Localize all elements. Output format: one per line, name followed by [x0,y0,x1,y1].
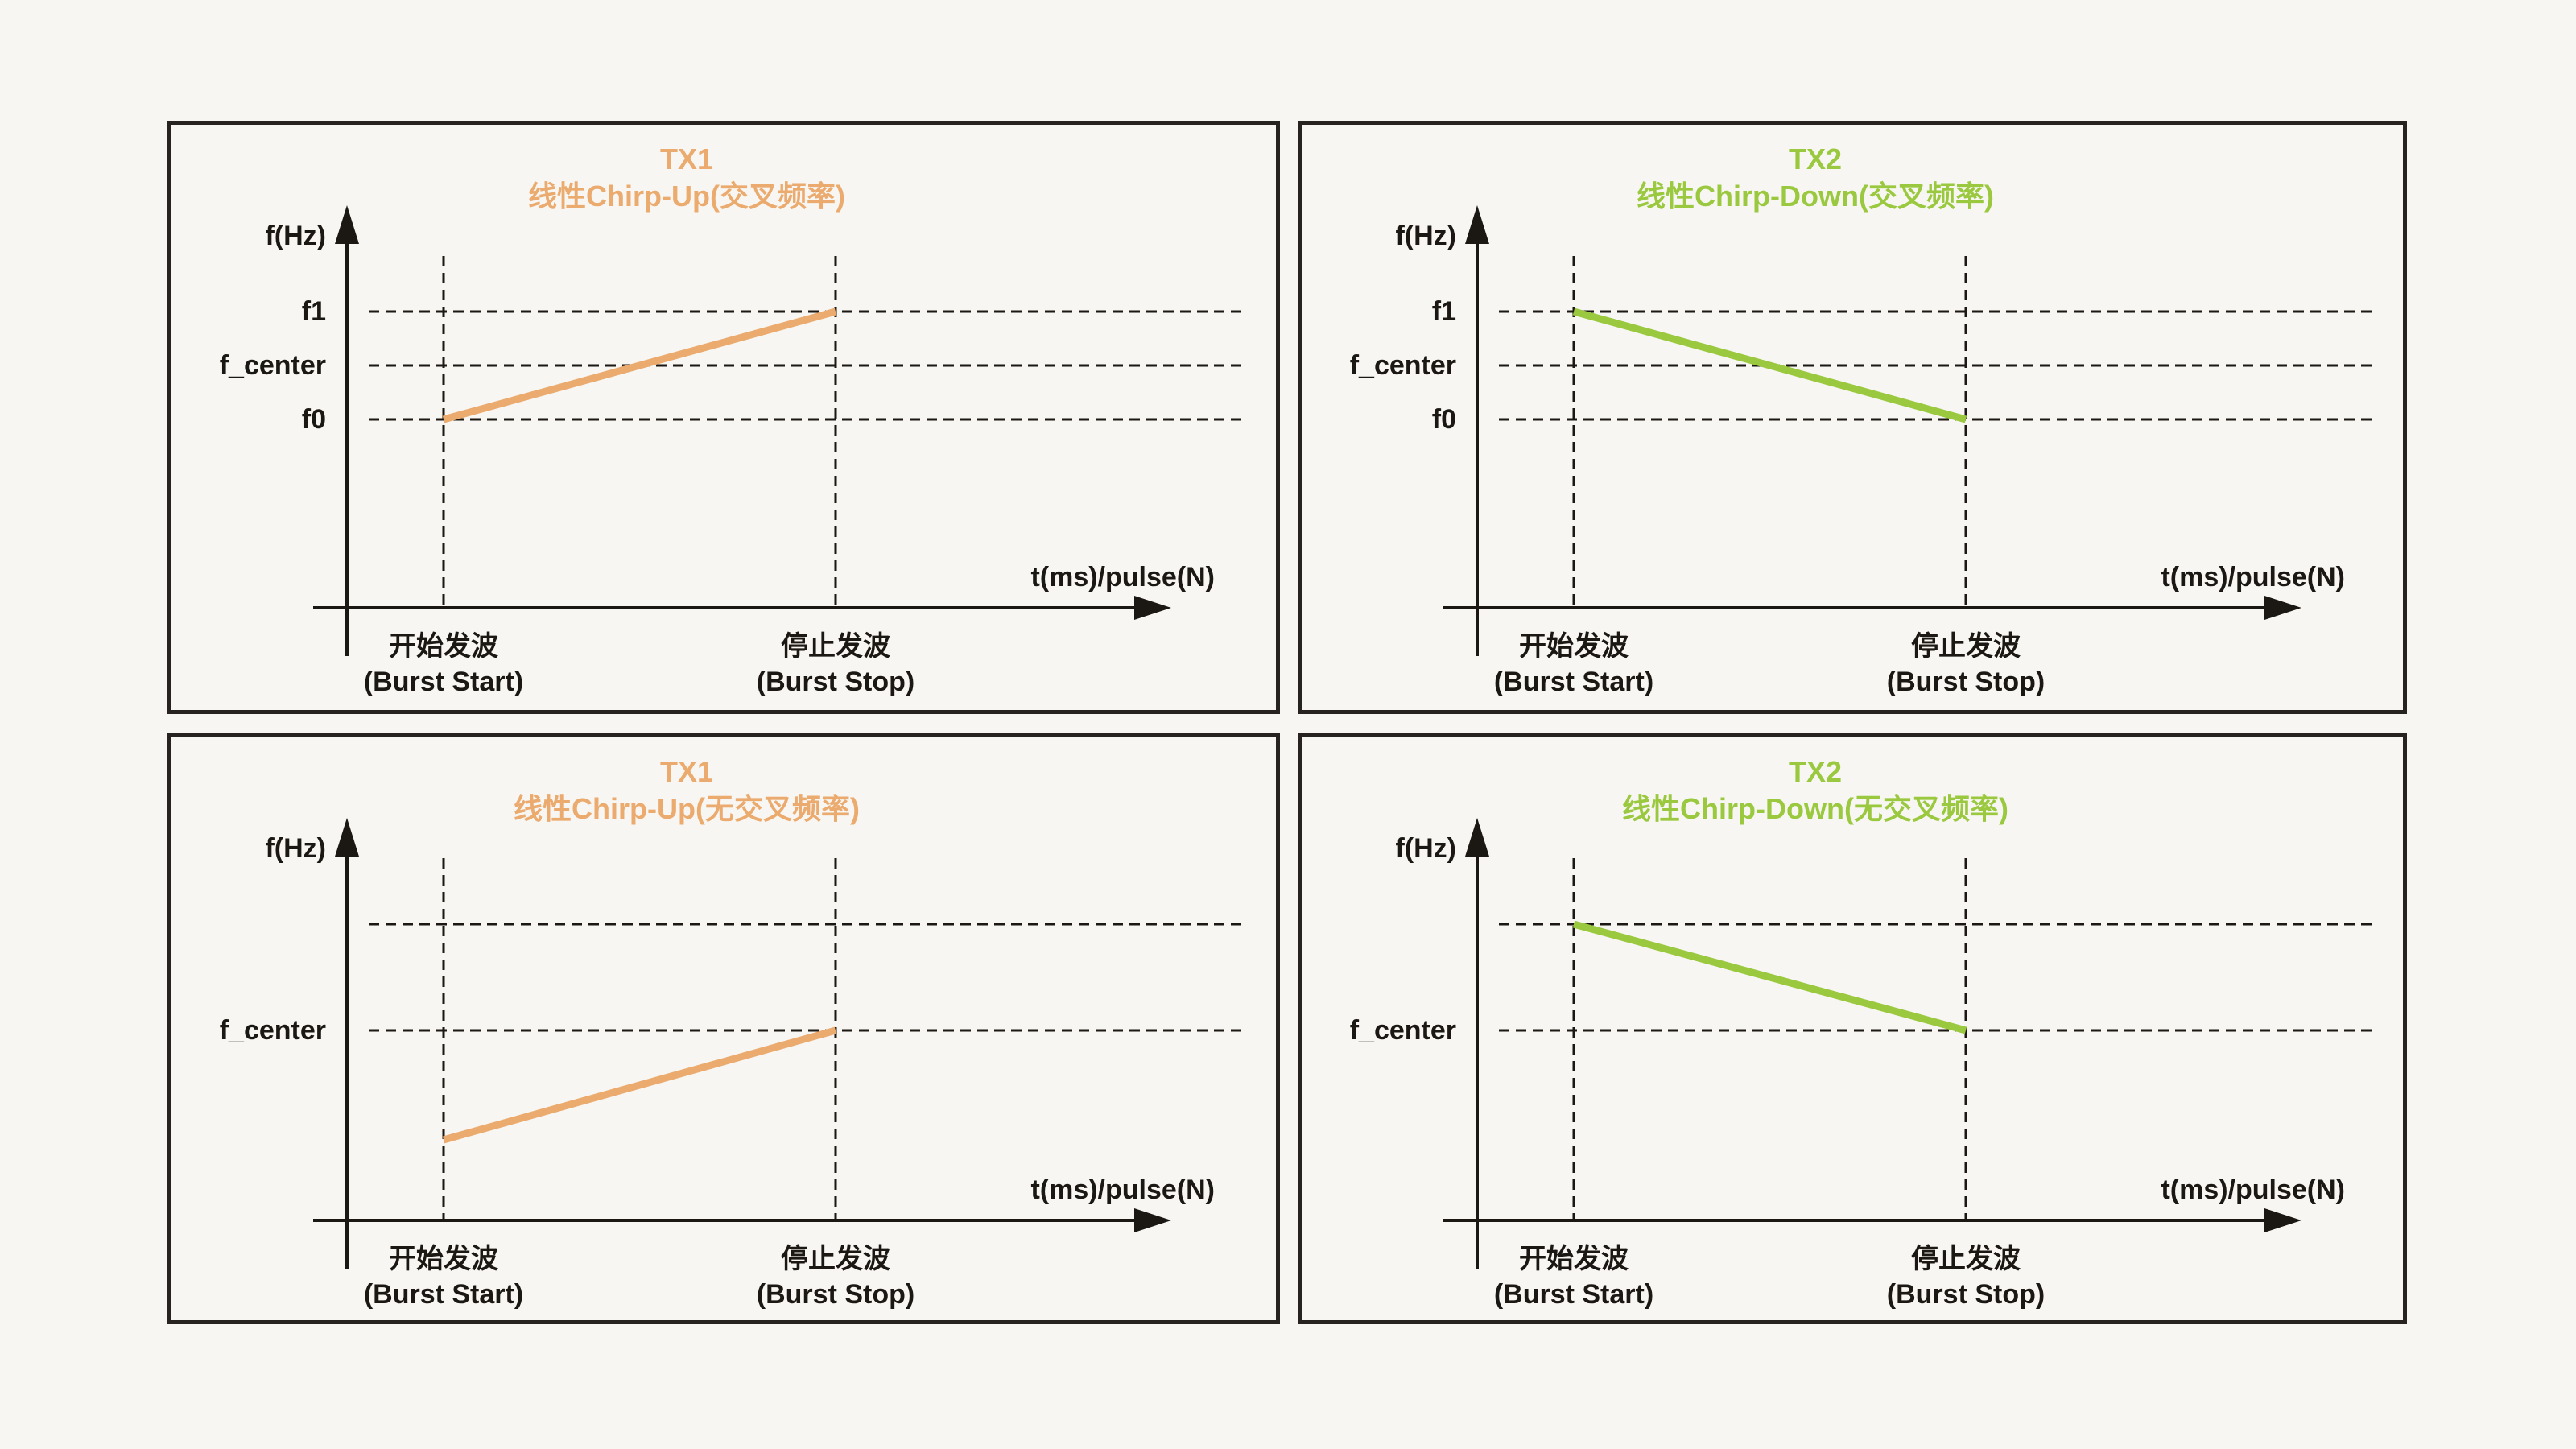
x-tick-burst-stop-en: (Burst Stop) [1886,667,2046,697]
chirp-line [1572,308,1967,423]
x-tick-burst-start-zh: 开始发波 [1519,631,1629,662]
x-tick-burst-start-zh: 开始发波 [389,631,498,662]
x-tick-burst-start-zh: 开始发波 [389,1244,498,1274]
x-tick-burst-stop-zh: 停止发波 [1911,631,2021,662]
x-tick-burst-start: 开始发波 (Burst Start) [1413,1241,1735,1312]
y-tick-label-f1: f1 [301,296,326,327]
panel-title-line2: 线性Chirp-Up(交叉频率) [528,180,845,213]
y-tick-label-f0: f0 [301,404,326,435]
y-tick-label-f_center: f_center [1349,1015,1456,1046]
chirp-plot [1443,205,2373,656]
x-tick-burst-start-en: (Burst Start) [1493,1279,1654,1310]
x-axis-arrow [1134,1208,1171,1232]
x-tick-burst-stop-en: (Burst Stop) [756,667,915,697]
x-tick-burst-start: 开始发波 (Burst Start) [283,629,605,700]
y-tick-label-f1: f1 [1431,296,1456,327]
panel-title-line1: TX2 [1788,755,1843,788]
x-tick-burst-start-en: (Burst Start) [363,1279,524,1310]
chirp-line [442,308,837,423]
x-axis-arrow [2264,596,2301,620]
x-tick-burst-stop-en: (Burst Stop) [1886,1279,2046,1310]
x-tick-burst-stop: 停止发波 (Burst Stop) [1805,629,2127,700]
x-axis-label: t(ms)/pulse(N) [2161,1174,2345,1205]
y-axis-label: f(Hz) [1395,833,1456,864]
panel-title: TX1 线性Chirp-Up(无交叉频率) [171,753,1276,828]
x-tick-burst-stop: 停止发波 (Burst Stop) [675,1241,997,1312]
x-tick-burst-start: 开始发波 (Burst Start) [283,1241,605,1312]
panel-title-line1: TX2 [1788,142,1843,175]
y-axis-label: f(Hz) [265,221,326,251]
y-tick-label-f0: f0 [1431,404,1456,435]
y-tick-label-f_center: f_center [219,350,326,381]
panel-title: TX2 线性Chirp-Down(交叉频率) [1302,141,2403,215]
panel-title: TX2 线性Chirp-Down(无交叉频率) [1302,753,2403,828]
chirp-plot [313,205,1243,656]
x-tick-burst-stop: 停止发波 (Burst Stop) [1805,1241,2127,1312]
panel-tx1-chirp-up-noncrossed: TX1 线性Chirp-Up(无交叉频率) f(Hz) t(ms)/pulse(… [167,733,1280,1324]
x-axis-arrow [1134,596,1171,620]
x-axis-label: t(ms)/pulse(N) [1030,1174,1215,1205]
chirp-plot [313,818,1243,1269]
panel-tx2-chirp-down-noncrossed: TX2 线性Chirp-Down(无交叉频率) f(Hz) t(ms)/puls… [1298,733,2407,1324]
panel-title-line2: 线性Chirp-Up(无交叉频率) [514,792,860,825]
panel-title-line1: TX1 [659,755,714,788]
x-tick-burst-stop-en: (Burst Stop) [756,1279,915,1310]
x-tick-burst-start: 开始发波 (Burst Start) [1413,629,1735,700]
chirp-line [442,1026,837,1144]
y-axis-arrow [335,818,359,857]
x-tick-burst-stop-zh: 停止发波 [781,1244,890,1274]
x-axis-label: t(ms)/pulse(N) [1030,562,1215,592]
panel-title-line2: 线性Chirp-Down(交叉频率) [1637,180,1994,213]
x-tick-burst-stop: 停止发波 (Burst Stop) [675,629,997,700]
panel-title-line1: TX1 [659,142,714,175]
chirp-line [1572,920,1967,1034]
y-axis-arrow [1465,818,1489,857]
panel-tx1-chirp-up-crossed: TX1 线性Chirp-Up(交叉频率) f(Hz) t(ms)/pulse(N… [167,121,1280,714]
x-tick-burst-stop-zh: 停止发波 [781,631,890,662]
panel-title: TX1 线性Chirp-Up(交叉频率) [171,141,1276,215]
y-axis-label: f(Hz) [1395,221,1456,251]
y-axis-arrow [1465,205,1489,244]
y-axis-label: f(Hz) [265,833,326,864]
y-tick-label-f_center: f_center [219,1015,326,1046]
x-tick-burst-start-en: (Burst Start) [363,667,524,697]
x-tick-burst-stop-zh: 停止发波 [1911,1244,2021,1274]
panel-title-line2: 线性Chirp-Down(无交叉频率) [1622,792,2008,825]
x-axis-label: t(ms)/pulse(N) [2161,562,2345,592]
y-tick-label-f_center: f_center [1349,350,1456,381]
x-tick-burst-start-zh: 开始发波 [1519,1244,1629,1274]
chirp-plot [1443,818,2373,1269]
panel-tx2-chirp-down-crossed: TX2 线性Chirp-Down(交叉频率) f(Hz) t(ms)/pulse… [1298,121,2407,714]
x-tick-burst-start-en: (Burst Start) [1493,667,1654,697]
y-axis-arrow [335,205,359,244]
x-axis-arrow [2264,1208,2301,1232]
